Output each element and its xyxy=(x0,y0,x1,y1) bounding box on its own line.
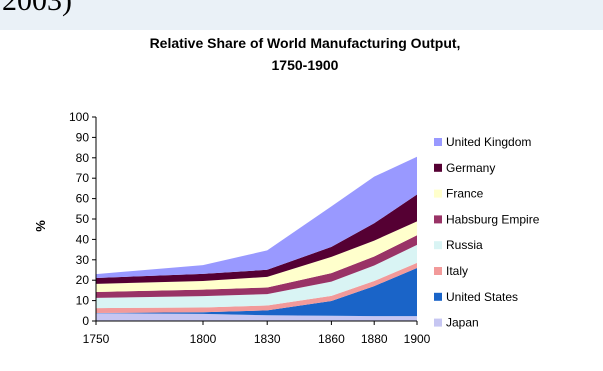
legend-label-japan: Japan xyxy=(446,316,479,330)
y-tick-label: 50 xyxy=(76,212,90,226)
legend-swatch-japan xyxy=(434,318,442,327)
area-russia xyxy=(96,244,417,309)
legend-swatch-italy xyxy=(434,267,442,275)
legend-swatch-germany xyxy=(434,163,442,172)
stacked-area-chart: Relative Share of World Manufacturing Ou… xyxy=(33,35,540,346)
y-tick-label: 100 xyxy=(69,110,89,124)
y-axis-label: % xyxy=(33,220,48,232)
area-series-layer xyxy=(96,156,417,321)
x-tick-label: 1830 xyxy=(254,332,281,346)
area-france xyxy=(96,221,417,292)
y-tick-label: 90 xyxy=(76,130,90,144)
area-italy xyxy=(96,262,417,313)
area-germany xyxy=(96,194,417,284)
y-tick-label: 10 xyxy=(76,294,90,308)
x-tick-label: 1800 xyxy=(190,332,217,346)
chart-title-line-1: Relative Share of World Manufacturing Ou… xyxy=(150,35,461,51)
area-united-states xyxy=(96,268,417,317)
axes-layer: 0 10 20 30 40 50 60 70 80 90 100 1750 1800 1830 1860 18… xyxy=(69,110,431,346)
y-tick-label: 70 xyxy=(76,171,90,185)
chart-container: Relative Share of World Manufacturing Ou… xyxy=(0,30,603,371)
legend-label-italy: Italy xyxy=(446,264,468,278)
legend-swatch-habsburg-empire xyxy=(434,215,442,224)
y-tick-label: 80 xyxy=(76,151,90,165)
y-tick-label: 60 xyxy=(76,192,90,206)
legend-swatch-united-kingdom xyxy=(434,138,442,146)
x-tick-label: 1750 xyxy=(83,332,110,346)
legend-label-france: France xyxy=(446,187,484,201)
legend-label-habsburg-empire: Habsburg Empire xyxy=(446,212,540,226)
legend-swatch-france xyxy=(434,189,442,198)
x-tick-label: 1860 xyxy=(318,332,345,346)
x-tick-label: 1880 xyxy=(361,332,388,346)
area-united-kingdom xyxy=(96,156,417,278)
legend-label-united-states: United States xyxy=(446,290,518,304)
x-tick-label: 1900 xyxy=(404,332,431,346)
legend: United Kingdom Germany France Habsburg Empi… xyxy=(434,135,540,330)
legend-swatch-united-states xyxy=(434,292,442,301)
y-tick-label: 20 xyxy=(76,273,90,287)
legend-label-russia: Russia xyxy=(446,238,483,252)
legend-label-united-kingdom: United Kingdom xyxy=(446,135,531,149)
legend-label-germany: Germany xyxy=(446,161,495,175)
y-tick-label: 30 xyxy=(76,253,90,267)
area-habsburg-empire xyxy=(96,235,417,298)
y-tick-label: 0 xyxy=(82,314,89,328)
chart-title-line-2: 1750-1900 xyxy=(272,57,339,73)
header-strip: 2003) xyxy=(0,0,603,30)
header-text-fragment: 2003) xyxy=(2,0,72,17)
y-tick-label: 40 xyxy=(76,232,90,246)
area-japan xyxy=(96,313,417,321)
legend-swatch-russia xyxy=(434,241,442,250)
